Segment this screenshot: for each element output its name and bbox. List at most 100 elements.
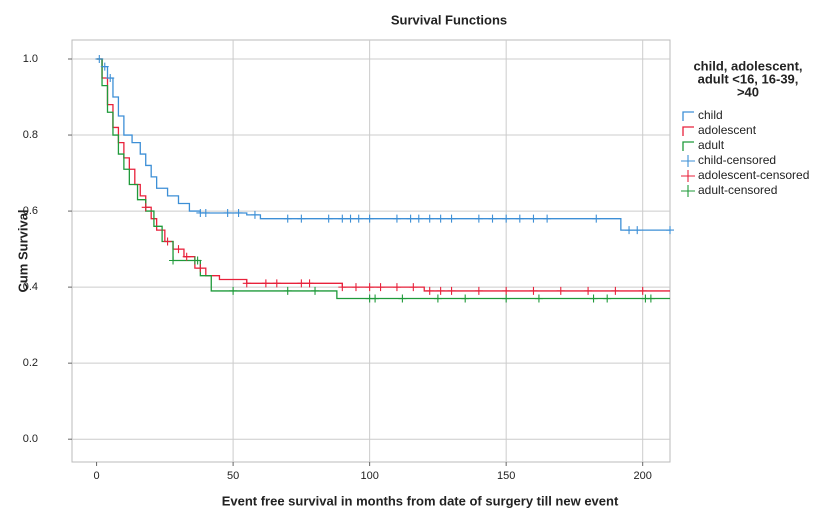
censor-mark <box>365 214 374 223</box>
censor-mark <box>346 214 355 223</box>
legend-swatch <box>682 126 694 136</box>
censor-mark <box>425 214 434 223</box>
censor-mark <box>584 286 593 295</box>
censor-mark <box>666 226 674 235</box>
censor-mark <box>272 279 281 288</box>
legend-swatch <box>681 155 695 167</box>
censor-mark <box>436 214 445 223</box>
y-axis-label: Cum Survival <box>15 209 30 292</box>
survival-line <box>96 58 670 300</box>
y-tick-label: 0.6 <box>23 205 38 217</box>
chart-title: Survival Functions <box>391 12 507 27</box>
censor-mark <box>433 294 442 303</box>
censor-mark <box>354 214 363 223</box>
legend-title: adult <16, 16-39, <box>698 71 799 86</box>
censor-mark <box>196 264 205 273</box>
censor-mark <box>174 245 183 254</box>
x-tick-label: 50 <box>227 470 239 482</box>
x-tick-label: 150 <box>497 470 515 482</box>
censor-mark <box>436 286 445 295</box>
censor-mark <box>311 286 320 295</box>
legend-label: child <box>698 108 723 122</box>
censor-mark <box>502 294 511 303</box>
censor-mark <box>283 286 292 295</box>
censor-mark <box>398 294 407 303</box>
y-tick-label: 0.4 <box>23 281 38 293</box>
censor-mark <box>589 294 598 303</box>
censor-mark <box>193 256 202 265</box>
y-tick-label: 1.0 <box>23 53 38 65</box>
censor-mark <box>603 294 612 303</box>
censor-mark <box>488 214 497 223</box>
x-tick-label: 100 <box>360 470 378 482</box>
censor-mark <box>169 256 178 265</box>
censor-mark <box>392 283 401 292</box>
y-tick-label: 0.0 <box>23 433 38 445</box>
censor-mark <box>461 294 470 303</box>
censor-mark <box>425 286 434 295</box>
y-tick-label: 0.8 <box>23 129 38 141</box>
censor-mark <box>297 214 306 223</box>
censor-mark <box>502 214 511 223</box>
legend-swatch <box>682 111 694 121</box>
censor-mark <box>365 283 374 292</box>
censor-mark <box>529 214 538 223</box>
legend-swatch <box>681 185 695 197</box>
censor-mark <box>351 283 360 292</box>
censor-mark <box>297 279 306 288</box>
x-axis-label: Event free survival in months from date … <box>222 493 619 508</box>
legend-title: >40 <box>737 84 759 99</box>
censor-mark <box>234 208 243 217</box>
censor-mark <box>543 214 552 223</box>
legend-label: adolescent-censored <box>698 168 809 182</box>
censor-mark <box>201 208 210 217</box>
censor-mark <box>95 55 104 64</box>
censor-mark <box>229 286 238 295</box>
censor-mark <box>638 286 647 295</box>
censor-mark <box>163 237 172 246</box>
censor-mark <box>447 214 456 223</box>
x-tick-label: 0 <box>94 470 100 482</box>
censor-mark <box>376 283 385 292</box>
censor-mark <box>141 203 150 212</box>
x-tick-label: 200 <box>634 470 652 482</box>
censor-mark <box>338 283 347 292</box>
censor-mark <box>414 214 423 223</box>
legend-title: child, adolescent, <box>693 58 802 73</box>
censor-mark <box>633 226 642 235</box>
legend-label: adult <box>698 138 725 152</box>
censor-mark <box>392 214 401 223</box>
censor-mark <box>283 214 292 223</box>
legend-label: adolescent <box>698 123 757 137</box>
censor-mark <box>100 62 109 71</box>
censor-mark <box>646 294 655 303</box>
censor-mark <box>502 286 511 295</box>
legend-swatch <box>681 170 695 182</box>
censor-mark <box>592 214 601 223</box>
legend-swatch <box>682 141 694 151</box>
censor-mark <box>556 286 565 295</box>
censor-mark <box>474 214 483 223</box>
censor-mark <box>106 74 115 83</box>
censor-mark <box>447 286 456 295</box>
legend-label: child-censored <box>698 153 776 167</box>
legend-label: adult-censored <box>698 183 777 197</box>
plot-frame <box>71 39 671 463</box>
survival-line <box>96 58 670 231</box>
censor-mark <box>534 294 543 303</box>
censor-mark <box>409 283 418 292</box>
censor-mark <box>371 294 380 303</box>
censor-mark <box>242 279 251 288</box>
censor-mark <box>305 279 314 288</box>
censor-mark <box>474 286 483 295</box>
censor-mark <box>261 279 270 288</box>
censor-mark <box>611 286 620 295</box>
censor-mark <box>223 208 232 217</box>
censor-mark <box>515 214 524 223</box>
censor-mark <box>182 252 191 261</box>
censor-mark <box>250 210 259 219</box>
censor-mark <box>324 214 333 223</box>
censor-mark <box>529 286 538 295</box>
